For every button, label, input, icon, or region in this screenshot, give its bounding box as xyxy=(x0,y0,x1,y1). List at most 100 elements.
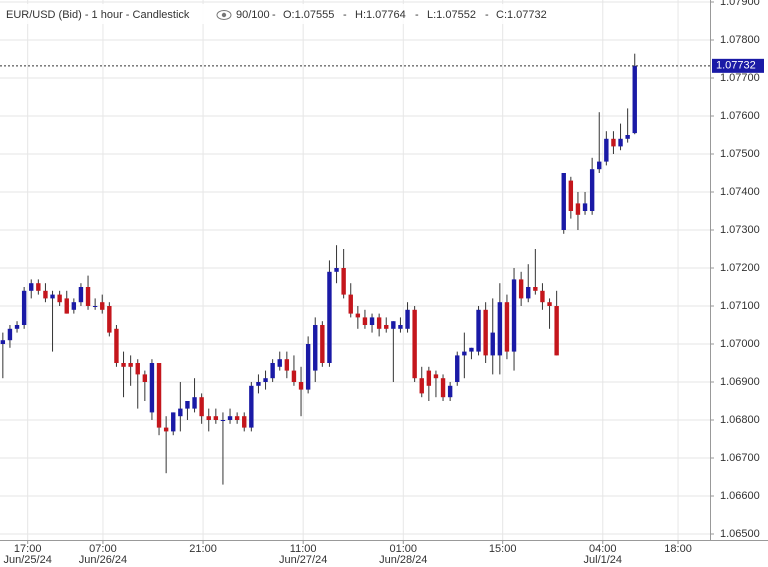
candle-body xyxy=(0,340,6,344)
candle-body xyxy=(92,306,98,307)
candle-body xyxy=(142,374,148,382)
candle-body xyxy=(376,317,382,329)
candle-body xyxy=(71,302,77,310)
candle-body xyxy=(284,359,290,371)
y-tick-label: 1.06500 xyxy=(720,528,760,540)
y-tick-label: 1.07800 xyxy=(720,34,760,46)
candle-body xyxy=(291,370,297,382)
candle-body xyxy=(128,363,133,367)
candle-body xyxy=(107,306,112,333)
x-tick-label: 11:00 xyxy=(290,543,317,555)
candle-body xyxy=(298,382,304,390)
candle-body xyxy=(256,382,261,386)
last-price-tag xyxy=(712,58,764,73)
candle-body xyxy=(547,302,552,306)
y-tick-label: 1.06600 xyxy=(720,490,760,502)
y-tick-label: 1.07100 xyxy=(720,300,760,312)
y-tick-label: 1.07400 xyxy=(720,186,760,198)
eye-icon[interactable] xyxy=(216,10,232,20)
candle-body xyxy=(504,302,510,352)
x-date-label: Jun/28/24 xyxy=(379,554,427,566)
x-date-label: Jul/1/24 xyxy=(584,554,623,566)
candle-body xyxy=(433,374,439,379)
x-tick-label: 17:00 xyxy=(14,543,42,555)
candle-body xyxy=(462,351,467,356)
ohlc-sep: - xyxy=(415,9,419,21)
candle-body xyxy=(14,325,20,329)
candle-body xyxy=(242,416,247,428)
ohlc-sep: - xyxy=(485,9,489,21)
candle-body xyxy=(334,268,339,272)
candle-body xyxy=(398,325,403,329)
candle-body xyxy=(391,321,396,329)
candle-body xyxy=(199,397,204,417)
candle-body xyxy=(57,294,62,303)
y-tick-label: 1.07700 xyxy=(720,72,760,84)
candle-body xyxy=(100,302,105,310)
candle-body xyxy=(355,313,361,318)
candle-body xyxy=(611,138,616,147)
chart-title: EUR/USD (Bid) - 1 hour - Candlestick xyxy=(6,9,190,21)
ohlc-low: L:1.07552 xyxy=(427,9,476,21)
last-price-label: 1.07732 xyxy=(716,60,756,72)
candle-body xyxy=(320,325,325,363)
candle-body xyxy=(50,294,55,299)
candle-body xyxy=(455,355,460,382)
candle-body xyxy=(121,363,126,367)
candle-body xyxy=(7,328,13,341)
y-tick-label: 1.06900 xyxy=(720,376,760,388)
x-tick-label: 15:00 xyxy=(489,543,517,555)
candle-body xyxy=(618,138,623,147)
candle-body xyxy=(313,325,318,371)
x-tick-label: 18:00 xyxy=(664,543,692,555)
candle-body xyxy=(213,416,219,420)
candle-body xyxy=(604,138,609,162)
candle-body xyxy=(362,317,368,325)
candle-body xyxy=(171,412,176,432)
candle-body xyxy=(526,287,531,299)
candle-body xyxy=(43,290,48,299)
ohlc-open: O:1.07555 xyxy=(283,9,334,21)
candle-body xyxy=(597,161,602,170)
x-date-label: Jun/26/24 xyxy=(79,554,127,566)
candle-body xyxy=(632,65,637,134)
x-tick-label: 01:00 xyxy=(390,543,418,555)
candle-body xyxy=(384,325,389,329)
candle-body xyxy=(163,427,169,432)
candle-body xyxy=(582,203,588,211)
candle-body xyxy=(220,420,226,421)
candle-body xyxy=(149,363,155,413)
candle-body xyxy=(497,302,503,356)
candle-body xyxy=(447,385,453,398)
candle-body xyxy=(490,332,495,356)
candle-body xyxy=(412,309,417,379)
y-tick-label: 1.06700 xyxy=(720,452,760,464)
candles xyxy=(0,53,637,485)
candle-body xyxy=(348,294,353,314)
candle-body xyxy=(64,298,69,314)
candle-body xyxy=(305,344,311,390)
candle-body xyxy=(440,378,446,398)
candle-body xyxy=(561,173,566,230)
candle-body xyxy=(518,279,524,299)
candle-body xyxy=(156,363,162,428)
ohlc-sep: - xyxy=(343,9,347,21)
candle-body xyxy=(135,363,140,375)
candle-body xyxy=(327,271,332,363)
candle-body xyxy=(85,287,91,306)
candle-body xyxy=(192,397,197,409)
y-tick-label: 1.07000 xyxy=(720,338,760,350)
candle-body xyxy=(234,416,240,420)
y-tick-label: 1.06800 xyxy=(720,414,760,426)
candle-body xyxy=(227,416,233,420)
candle-body xyxy=(625,135,630,139)
candle-body xyxy=(114,328,119,363)
candle-body xyxy=(206,416,211,420)
candle-body xyxy=(78,287,84,303)
candle-body xyxy=(469,347,474,352)
x-tick-label: 04:00 xyxy=(589,543,617,555)
x-date-label: Jun/25/24 xyxy=(4,554,52,566)
candle-body xyxy=(36,283,41,291)
header-sep: - xyxy=(272,9,276,21)
